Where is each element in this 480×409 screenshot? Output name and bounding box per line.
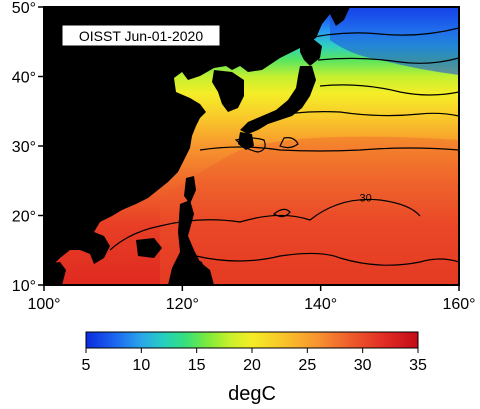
- indochina-coast: [44, 262, 66, 285]
- isotherm-contours: [109, 27, 459, 266]
- colorbar-tick-label: 30: [354, 357, 372, 374]
- colorbar-tick-label: 20: [243, 357, 261, 374]
- korean-peninsula: [212, 70, 244, 112]
- honshu: [240, 66, 316, 134]
- sst-map-panel: 30: [44, 7, 459, 285]
- isotherm-loop: [234, 137, 266, 153]
- isotherm-loop: [272, 208, 291, 218]
- lat-tick-label: 20°: [12, 209, 36, 226]
- title-background: [61, 24, 221, 47]
- isotherm-line: [109, 198, 421, 251]
- warm-water-region: [160, 136, 459, 285]
- hokkaido: [300, 38, 322, 66]
- philippines-visayas: [186, 256, 206, 285]
- isotherm-line: [195, 252, 459, 266]
- isotherm-line: [299, 27, 459, 41]
- map-title-box: OISST Jun-01-2020: [61, 24, 221, 47]
- lon-tick-label: 140°: [304, 296, 337, 313]
- hainan: [136, 238, 162, 258]
- land-mask: [44, 7, 350, 285]
- lat-tick-label: 50°: [12, 0, 36, 17]
- isotherm-line: [317, 57, 459, 64]
- isotherm-line: [199, 146, 459, 152]
- lon-tick-label: 120°: [166, 296, 199, 313]
- map-title: OISST Jun-01-2020: [79, 28, 203, 44]
- asian-continent: [44, 7, 340, 266]
- lat-tick-label: 10°: [12, 278, 36, 295]
- philippines-luzon: [168, 200, 214, 285]
- lon-tick-label: 160°: [442, 296, 475, 313]
- isotherm-line: [261, 111, 459, 119]
- lat-tick-label: 40°: [12, 70, 36, 87]
- isotherm-loop: [279, 137, 299, 149]
- colorbar-tick-label: 5: [82, 357, 91, 374]
- colorbar: 5 10 15 20 25 30 35 degC: [82, 331, 427, 405]
- lat-tick-label: 30°: [12, 139, 36, 156]
- taiwan: [184, 176, 196, 204]
- colorbar-tick-label: 35: [409, 357, 427, 374]
- cold-water-region: [330, 7, 459, 75]
- isotherm-line: [319, 84, 459, 96]
- colorbar-unit-label: degC: [228, 383, 276, 405]
- sakhalin: [330, 7, 350, 26]
- colorbar-tick-label: 15: [188, 357, 206, 374]
- longitude-axis: 100° 120° 140° 160°: [27, 285, 476, 313]
- lon-tick-label: 100°: [27, 296, 60, 313]
- colorbar-tick-label: 10: [132, 357, 150, 374]
- colorbar-gradient: [85, 331, 419, 349]
- latitude-axis: 10° 20° 30° 40° 50°: [12, 0, 44, 295]
- colorbar-tick-label: 25: [298, 357, 316, 374]
- contour-value-label: 30: [360, 193, 372, 205]
